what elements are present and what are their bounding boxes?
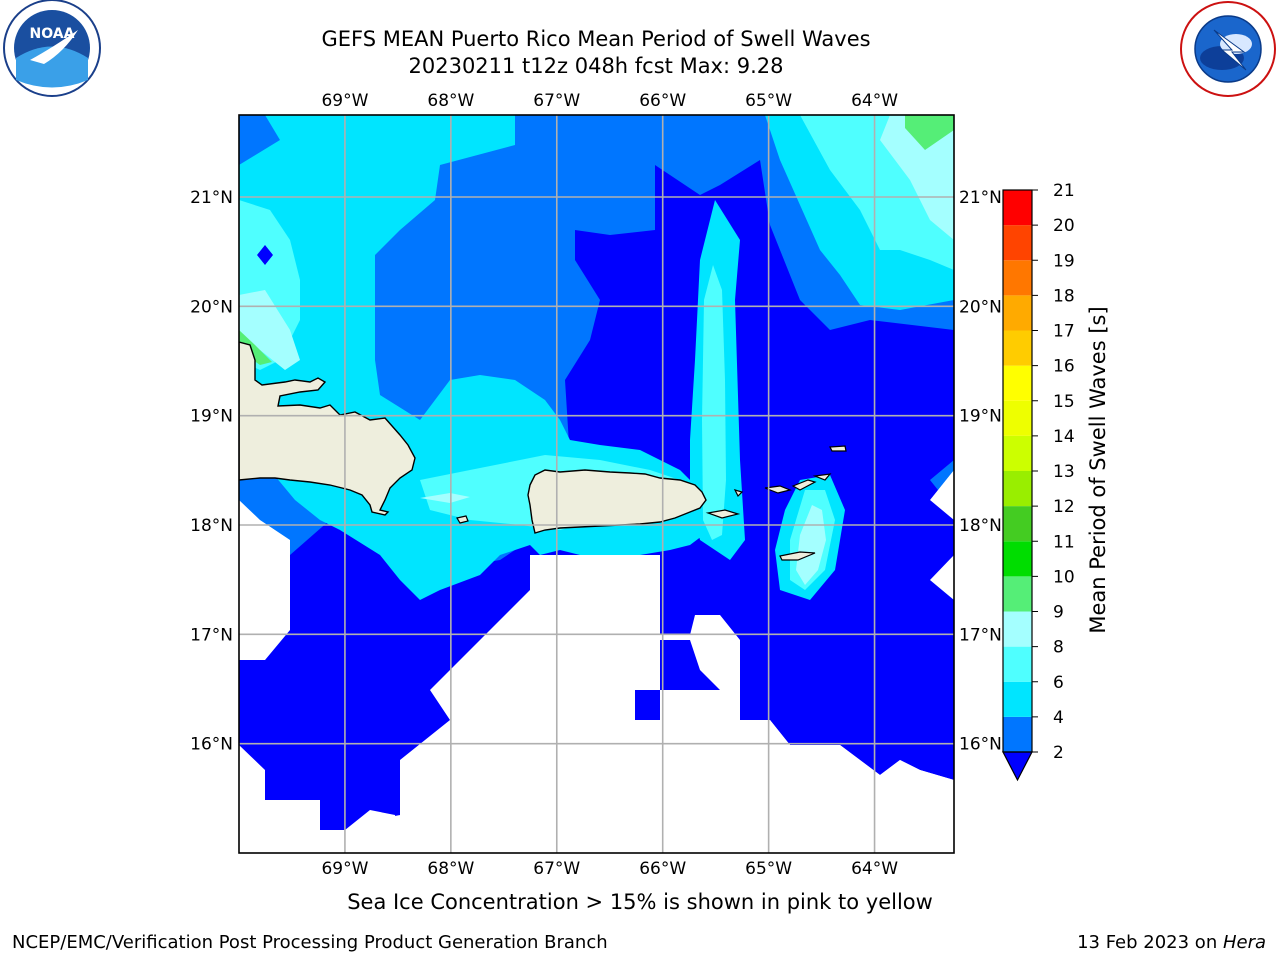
colorbar-tick-label-9: 9 [1053, 603, 1064, 623]
lat-label-left-2: 18°N [190, 516, 233, 536]
contour-8-9s-west [239, 290, 300, 370]
lat-label-right-1: 17°N [959, 625, 1002, 645]
lon-label-bottom-2: 67°W [533, 859, 580, 879]
land-mona-island [456, 515, 469, 524]
colorbar-segment-18-19 [1003, 260, 1032, 296]
lat-label-right-3: 19°N [959, 407, 1002, 427]
lon-label-bottom-3: 66°W [639, 859, 686, 879]
lat-label-left-4: 20°N [190, 297, 233, 317]
lon-label-bottom-4: 65°W [745, 859, 792, 879]
colorbar-segment-14-15 [1003, 400, 1032, 436]
colorbar-segment-4-6 [1003, 681, 1032, 717]
lat-label-left-1: 17°N [190, 625, 233, 645]
latitude-labels-right: 16°N 17°N 18°N 19°N 20°N 21°N [959, 188, 1002, 755]
colorbar-tick-label-19: 19 [1053, 251, 1075, 271]
contour-below-2s-spot [257, 245, 273, 265]
lon-label-top-2: 67°W [533, 91, 580, 111]
nodata-region-south-west [239, 555, 954, 853]
contour-9-10s-west [239, 330, 272, 365]
colorbar-segment-9-10 [1003, 576, 1032, 612]
contour-6-8s-column [702, 265, 726, 540]
colorbar-segment-20-21 [1003, 190, 1032, 226]
contour-8-9s-northeast [880, 115, 954, 240]
lon-label-top-1: 68°W [427, 91, 474, 111]
contour-8-9s-band [420, 493, 470, 503]
colorbar-segment-10-11 [1003, 541, 1032, 577]
colorbar-tick-label-8: 8 [1053, 638, 1064, 658]
colorbar-tick-label-18: 18 [1053, 286, 1075, 306]
lat-label-left-5: 21°N [190, 188, 233, 208]
footer-date-host: 13 Feb 2023 on Hera [1077, 932, 1266, 953]
colorbar-segment-19-20 [1003, 225, 1032, 261]
colorbar-under-triangle [1002, 751, 1033, 782]
colorbar-tick-label-12: 12 [1053, 497, 1075, 517]
map-frame [238, 114, 955, 854]
colorbar-tick-label-15: 15 [1053, 392, 1075, 412]
nodata-region-east-edge-2 [930, 555, 954, 600]
land-virgin-islands [733, 473, 832, 498]
longitude-labels-top: 69°W 68°W 67°W 66°W 65°W 64°W [321, 91, 898, 111]
lon-label-bottom-0: 69°W [321, 859, 368, 879]
footer-date: 13 Feb 2023 on [1077, 932, 1223, 953]
lat-label-right-2: 18°N [959, 516, 1002, 536]
colorbar [1002, 189, 1033, 782]
lat-label-left-0: 16°N [190, 735, 233, 755]
contour-9-10s-northeast [905, 115, 954, 150]
colorbar-segment-15-16 [1003, 365, 1032, 401]
colorbar-segment-8-9 [1003, 611, 1032, 647]
lat-label-right-0: 16°N [959, 735, 1002, 755]
map-title-line-1: GEFS MEAN Puerto Rico Mean Period of Swe… [321, 27, 871, 51]
colorbar-tick-label-17: 17 [1053, 322, 1075, 342]
colorbar-tick-labels: 2 4 6 8 9 10 11 12 13 14 15 16 17 18 19 20 21 [1032, 181, 1075, 763]
latitude-labels-left: 16°N 17°N 18°N 19°N 20°N 21°N [190, 188, 233, 755]
land-hispaniola [239, 341, 416, 516]
colorbar-tick-label-13: 13 [1053, 462, 1075, 482]
colorbar-tick-label-4: 4 [1053, 708, 1064, 728]
colorbar-label: Mean Period of Swell Waves [s] [1086, 306, 1110, 633]
colorbar-segment-17-18 [1003, 295, 1032, 331]
lon-label-bottom-5: 64°W [851, 859, 898, 879]
noaa-logo-icon: NOAA [3, 0, 101, 97]
colorbar-tick-label-6: 6 [1053, 673, 1064, 693]
nodata-region-southwest-corner [239, 500, 290, 660]
lat-label-left-3: 19°N [190, 407, 233, 427]
noaa-logo-label: NOAA [30, 26, 75, 42]
lon-label-top-3: 66°W [639, 91, 686, 111]
map-title-line-2: 20230211 t12z 048h fcst Max: 9.28 [408, 54, 784, 78]
land-anguilla [829, 445, 847, 452]
colorbar-tick-label-21: 21 [1053, 181, 1075, 201]
lon-label-top-4: 65°W [745, 91, 792, 111]
footer-credit: NCEP/EMC/Verification Post Processing Pr… [12, 932, 608, 953]
swell-period-field [239, 115, 954, 853]
lon-label-bottom-1: 68°W [427, 859, 474, 879]
colorbar-segment-2-4 [1003, 716, 1032, 752]
colorbar-segment-11-12 [1003, 506, 1032, 542]
nws-logo-icon [1180, 1, 1276, 97]
colorbar-tick-label-16: 16 [1053, 357, 1075, 377]
land-puerto-rico [527, 469, 707, 534]
nodata-region-east-edge [930, 470, 954, 520]
longitude-labels-bottom: 69°W 68°W 67°W 66°W 65°W 64°W [321, 859, 898, 879]
land-culebra-vieques [705, 509, 741, 519]
colorbar-tick-label-20: 20 [1053, 216, 1075, 236]
colorbar-segment-6-8 [1003, 646, 1032, 682]
colorbar-segment-12-13 [1003, 471, 1032, 507]
colorbar-tick-label-11: 11 [1053, 532, 1075, 552]
map-gridlines [239, 115, 954, 853]
colorbar-tick-label-2: 2 [1053, 743, 1064, 763]
sea-ice-caption: Sea Ice Concentration > 15% is shown in … [347, 890, 933, 914]
lat-label-right-4: 20°N [959, 297, 1002, 317]
footer-host: Hera [1222, 932, 1266, 953]
colorbar-tick-label-14: 14 [1053, 427, 1075, 447]
lon-label-top-5: 64°W [851, 91, 898, 111]
land-st-croix [779, 551, 816, 561]
colorbar-segment-16-17 [1003, 330, 1032, 366]
colorbar-segment-13-14 [1003, 435, 1032, 471]
lat-label-right-5: 21°N [959, 188, 1002, 208]
lon-label-top-0: 69°W [321, 91, 368, 111]
colorbar-tick-label-10: 10 [1053, 567, 1075, 587]
